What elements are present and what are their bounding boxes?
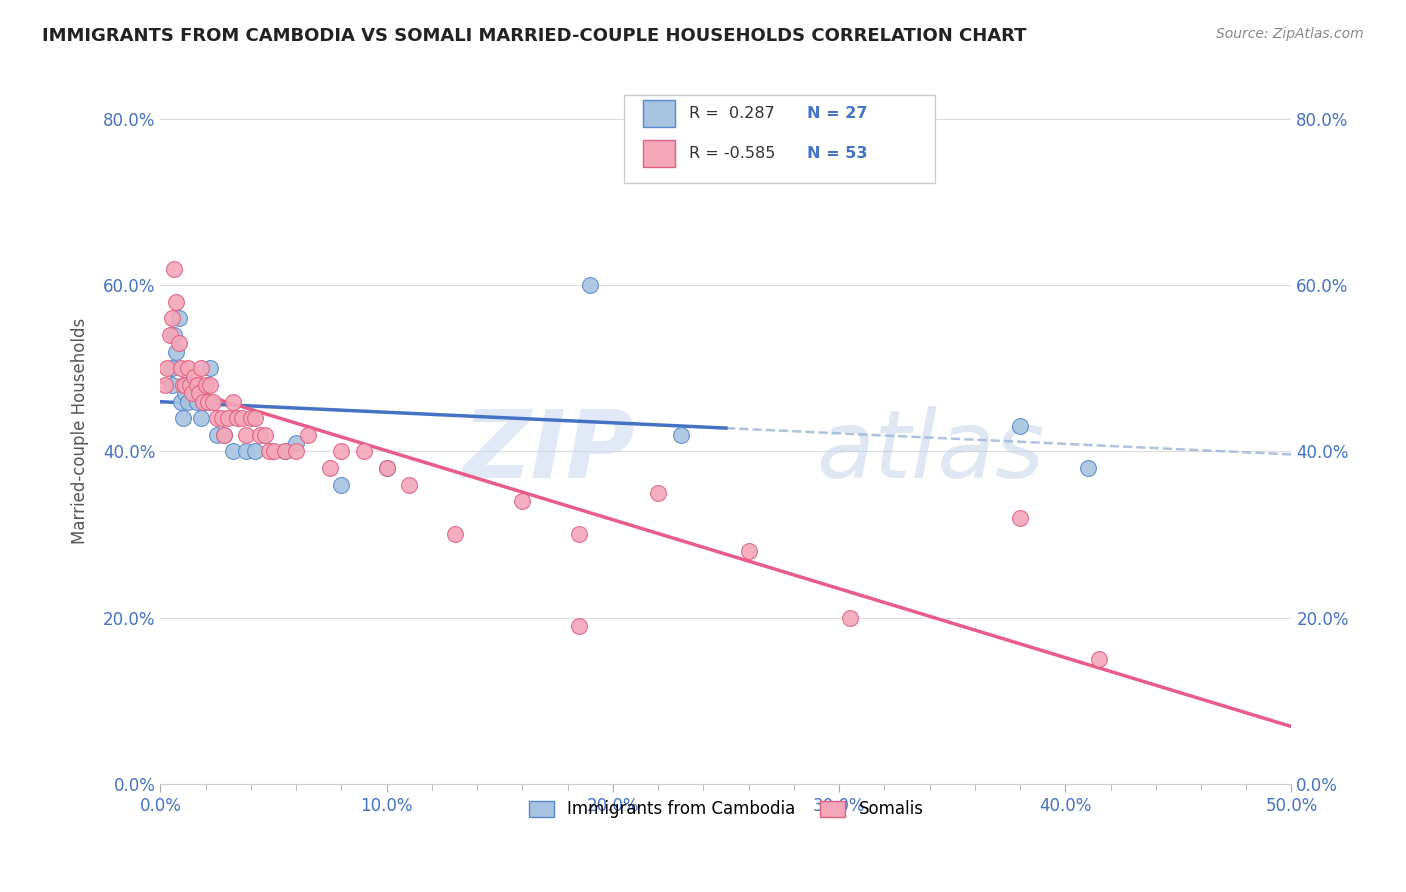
Text: atlas: atlas [817,406,1045,497]
Point [186,377,208,392]
Point [181,386,204,401]
Point [170,394,193,409]
Point [1077,461,1099,475]
Point [200,361,222,376]
Point [274,444,297,458]
Text: Source: ZipAtlas.com: Source: ZipAtlas.com [1216,27,1364,41]
Point [190,361,212,376]
Legend: Immigrants from Cambodia, Somalis: Immigrants from Cambodia, Somalis [522,794,931,825]
Text: IMMIGRANTS FROM CAMBODIA VS SOMALI MARRIED-COUPLE HOUSEHOLDS CORRELATION CHART: IMMIGRANTS FROM CAMBODIA VS SOMALI MARRI… [42,27,1026,45]
Point [179,377,201,392]
Point [235,444,257,458]
Point [211,411,233,425]
Point [212,427,235,442]
Point [375,461,398,475]
Point [579,278,602,293]
Point [153,377,176,392]
Point [172,377,194,392]
Text: R = -0.585: R = -0.585 [689,146,775,161]
Point [398,477,420,491]
Point [194,394,217,409]
Point [163,328,186,343]
FancyBboxPatch shape [644,100,675,127]
Point [186,394,208,409]
Point [330,444,353,458]
Point [319,461,342,475]
Text: N = 53: N = 53 [807,146,868,161]
Point [212,427,235,442]
Point [167,311,190,326]
Point [201,394,224,409]
Point [160,361,183,376]
Point [165,344,187,359]
Point [167,336,190,351]
Text: N = 27: N = 27 [807,105,868,120]
Point [297,427,319,442]
Text: ZIP: ZIP [463,406,636,498]
Point [239,411,262,425]
Point [160,377,183,392]
Point [170,361,193,376]
Point [194,377,217,392]
Point [353,444,375,458]
Point [187,386,209,401]
Point [193,394,215,409]
Point [568,527,591,541]
Point [235,427,257,442]
Point [176,394,198,409]
Point [245,411,267,425]
Point [263,444,285,458]
Text: R =  0.287: R = 0.287 [689,105,775,120]
Point [200,377,222,392]
Point [253,427,276,442]
Point [1008,511,1031,525]
Point [165,294,187,309]
Point [245,444,267,458]
Point [568,619,591,633]
Point [222,444,245,458]
Point [163,261,186,276]
FancyBboxPatch shape [624,95,935,184]
Point [159,328,181,343]
Point [231,411,253,425]
Point [205,411,228,425]
Point [226,411,249,425]
Point [174,386,197,401]
Point [156,361,179,376]
Point [285,444,308,458]
Point [174,377,197,392]
Point [183,369,205,384]
Point [172,411,194,425]
Point [737,544,759,558]
Point [512,494,534,508]
Point [669,427,692,442]
Point [443,527,465,541]
Point [176,361,198,376]
Point [839,610,862,624]
Point [197,394,219,409]
Point [274,444,297,458]
Point [1088,652,1111,666]
Point [285,436,308,450]
Y-axis label: Married-couple Households: Married-couple Households [72,318,89,544]
Point [190,411,212,425]
Point [647,486,669,500]
Point [222,394,245,409]
Point [257,444,280,458]
Point [330,477,353,491]
Point [183,386,205,401]
Point [205,427,228,442]
Point [249,427,271,442]
Point [217,411,239,425]
Point [160,311,183,326]
Point [1008,419,1031,434]
Point [375,461,398,475]
FancyBboxPatch shape [644,140,675,167]
